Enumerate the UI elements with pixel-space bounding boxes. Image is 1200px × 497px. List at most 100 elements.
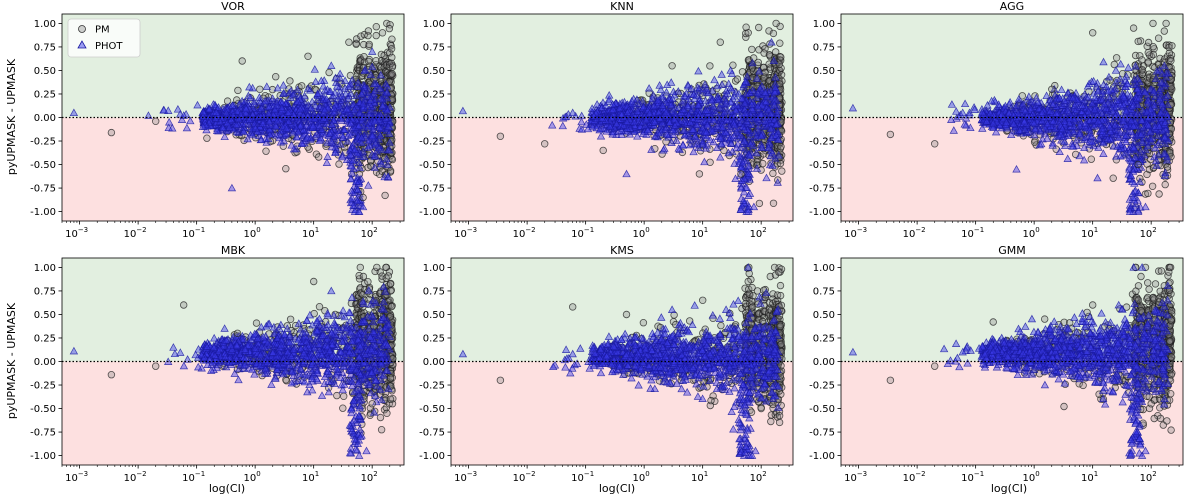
scatter-points (69, 19, 397, 215)
phot-point (193, 100, 202, 109)
pm-point (282, 164, 290, 173)
phot-point (368, 62, 377, 71)
phot-point (234, 114, 244, 123)
phot-point (279, 88, 289, 97)
pm-point (1155, 190, 1163, 198)
phot-point (297, 139, 307, 147)
phot-point (277, 103, 286, 112)
phot-point (313, 95, 322, 104)
phot-point (354, 78, 363, 87)
phot-point (348, 194, 357, 202)
phot-point (308, 97, 317, 106)
pm-point (668, 62, 676, 70)
phot-point (350, 123, 360, 131)
phot-point (335, 73, 345, 82)
phot-point (375, 84, 385, 92)
phot-point (335, 69, 345, 78)
phot-point (341, 89, 350, 98)
scatter-points (458, 19, 786, 215)
phot-point (212, 126, 222, 134)
phot-point (357, 138, 366, 146)
phot-point (227, 183, 237, 192)
y-tick-label: -0.50 (419, 160, 445, 171)
phot-point (327, 120, 337, 128)
phot-point (349, 164, 358, 173)
phot-point (348, 168, 357, 177)
phot-point (227, 115, 236, 124)
pm-point (357, 32, 365, 40)
pm-point (1148, 182, 1157, 190)
pm-point (345, 38, 353, 46)
phot-point (262, 138, 271, 146)
phot-point (212, 108, 221, 116)
y-tick-label: -0.50 (30, 160, 56, 171)
legend-phot-label: PHOT (95, 41, 123, 52)
phot-point (344, 94, 353, 103)
pm-point (541, 140, 549, 148)
phot-point (378, 86, 387, 95)
pm-point (1112, 54, 1121, 62)
phot-point (241, 104, 251, 113)
phot-point (374, 143, 384, 152)
x-axis-label-left: log(CI) (209, 482, 245, 495)
panel-title: KNN (610, 0, 634, 13)
phot-point (331, 148, 340, 157)
pm-point (1149, 19, 1157, 28)
x-tick-label: 102 (750, 226, 767, 240)
phot-point (245, 82, 254, 91)
phot-point (300, 91, 309, 100)
y-tick-label: 0.50 (34, 66, 56, 77)
phot-point (377, 159, 386, 168)
phot-point (369, 79, 379, 88)
pm-point (1144, 189, 1152, 198)
y-tick-label: -0.75 (419, 184, 445, 195)
phot-point (288, 90, 298, 99)
phot-point (262, 82, 271, 90)
phot-point (382, 87, 392, 96)
phot-point (245, 115, 254, 123)
phot-point (353, 82, 363, 90)
phot-point (320, 105, 329, 114)
phot-point (360, 66, 369, 75)
panel-title: AGG (1000, 0, 1024, 13)
phot-point (244, 91, 253, 100)
phot-point (327, 61, 336, 69)
phot-point (264, 109, 273, 118)
x-tick-label: 10−3 (65, 226, 88, 240)
legend-pm-marker (78, 25, 86, 33)
panel-agg: AGG1.000.750.500.250.00-0.25-0.50-0.75-1… (809, 0, 1184, 240)
phot-point (214, 103, 223, 111)
phot-point (315, 136, 324, 144)
phot-point (286, 119, 296, 128)
phot-point (375, 123, 384, 131)
phot-point (293, 85, 302, 94)
phot-point (367, 150, 377, 158)
phot-point (323, 152, 332, 160)
y-tick-label: 0.00 (423, 113, 445, 124)
pm-point (386, 49, 394, 57)
phot-point (363, 122, 373, 131)
phot-point (272, 122, 281, 130)
phot-point (241, 108, 251, 117)
pm-point (778, 167, 786, 175)
pm-point (1134, 37, 1142, 46)
pm-point (772, 19, 780, 28)
pm-point (777, 142, 785, 151)
phot-point (328, 91, 337, 99)
phot-point (273, 83, 282, 92)
pm-point (359, 193, 367, 202)
phot-point (239, 127, 248, 135)
phot-point (307, 103, 316, 112)
phot-point (232, 120, 241, 129)
pm-point (286, 77, 294, 85)
phot-point (355, 207, 364, 215)
phot-point (358, 202, 368, 211)
x-tick-label: 100 (244, 226, 261, 240)
pm-point (496, 132, 505, 140)
pm-point (769, 169, 777, 178)
phot-point (299, 125, 308, 134)
phot-point (303, 84, 313, 92)
phot-point (168, 123, 177, 132)
phot-point (311, 77, 320, 86)
